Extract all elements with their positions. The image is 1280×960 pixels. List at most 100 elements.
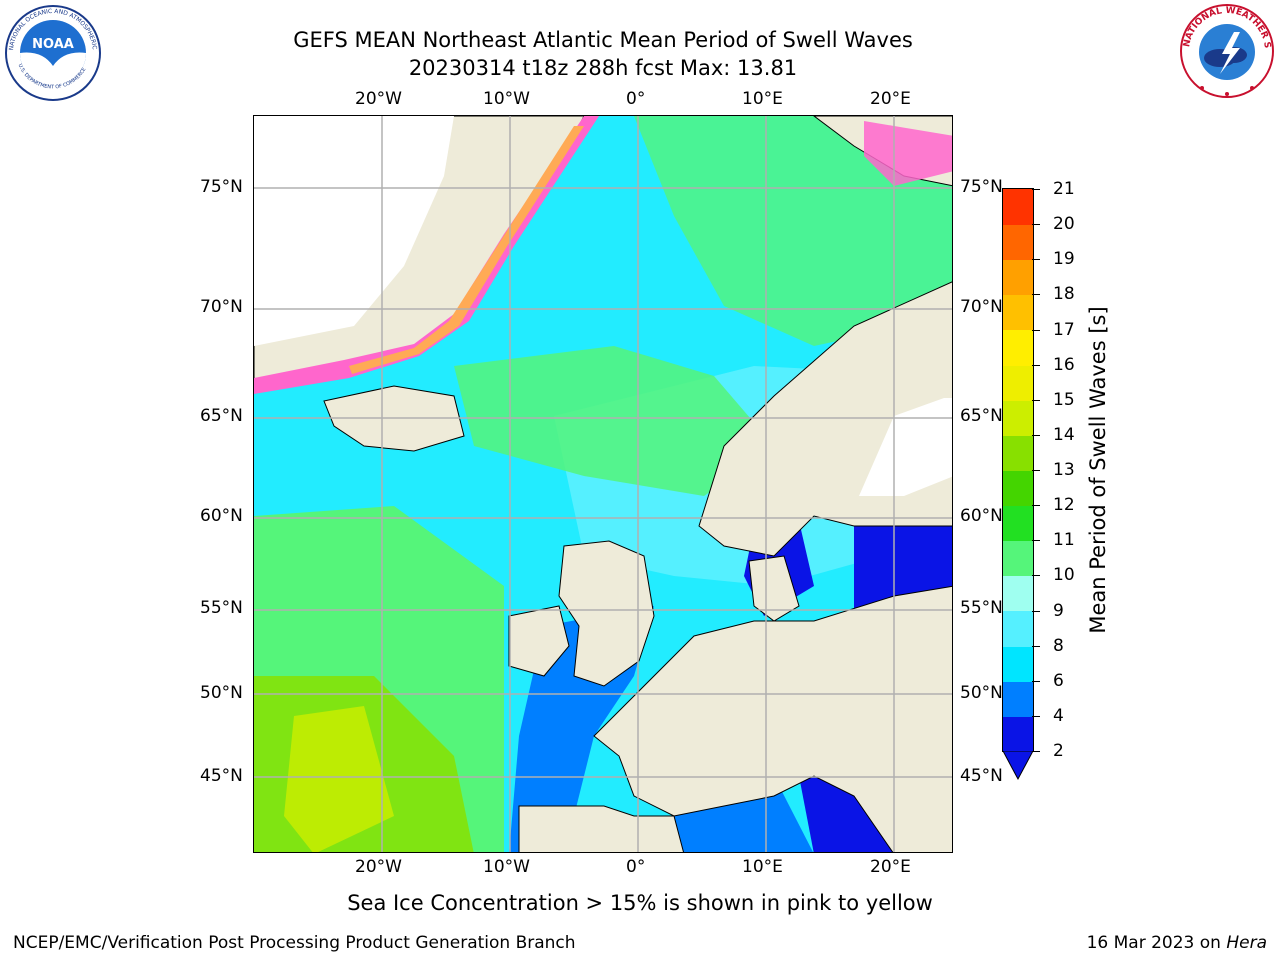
colorbar-tick-mark: [1032, 329, 1040, 331]
lat-label-right-45n: 45°N: [960, 766, 1003, 786]
colorbar-tick-mark: [1032, 399, 1040, 401]
colorbar-tick-label: 9: [1053, 600, 1064, 621]
lon-label-top-0: 0°: [626, 89, 646, 109]
ireland-land: [508, 605, 570, 677]
lon-label-bottom-0: 0°: [626, 857, 646, 877]
lat-label-right-65n: 65°N: [960, 406, 1003, 426]
swell-region-north: [634, 116, 952, 346]
colorbar-segment: [1003, 224, 1033, 261]
lon-label-bottom-10e: 10°E: [742, 857, 783, 877]
colorbar-tick-mark: [1032, 224, 1040, 226]
colorbar-tick-mark: [1032, 470, 1040, 471]
colorbar-segment: [1003, 470, 1033, 506]
colorbar-tick-mark: [1032, 434, 1040, 436]
colorbar-tick-mark: [1032, 751, 1040, 752]
colorbar-tick-mark: [1032, 680, 1040, 682]
colorbar-segment: [1003, 680, 1033, 717]
lat-label-left-60n: 60°N: [200, 506, 243, 526]
colorbar-tick-label: 10: [1053, 565, 1075, 586]
colorbar: [1002, 188, 1034, 752]
colorbar-tick-label: 21: [1053, 179, 1075, 199]
sea-ice-note: Sea Ice Concentration > 15% is shown in …: [347, 891, 933, 915]
lon-label-top-10w: 10°W: [483, 89, 530, 109]
colorbar-segment: [1003, 329, 1033, 366]
colorbar-tick-label: 17: [1053, 319, 1075, 340]
lat-label-left-75n: 75°N: [200, 177, 243, 197]
lat-label-right-70n: 70°N: [960, 297, 1003, 317]
colorbar-segment: [1003, 434, 1033, 471]
colorbar-segment: [1003, 540, 1033, 577]
graticule: [254, 116, 952, 852]
map-title: GEFS MEAN Northeast Atlantic Mean Period…: [293, 28, 913, 52]
lat-label-left-50n: 50°N: [200, 683, 243, 703]
colorbar-tick-label: 8: [1053, 635, 1064, 656]
lon-label-bottom-10w: 10°W: [483, 857, 530, 877]
greenland-icecap: [254, 116, 454, 346]
lat-label-left-55n: 55°N: [200, 598, 243, 618]
lat-label-left-65n: 65°N: [200, 406, 243, 426]
swell-region-central: [454, 346, 774, 496]
noaa-logo-text: NOAA: [32, 37, 74, 52]
lat-label-right-75n: 75°N: [960, 177, 1003, 197]
noaa-logo: NATIONAL OCEANIC AND ATMOSPHERIC ADMINIS…: [1, 0, 102, 102]
low-period-mediterranean: [674, 776, 813, 852]
lon-label-top-20e: 20°E: [870, 89, 911, 109]
colorbar-segment: [1003, 645, 1033, 682]
colorbar-under-arrow: [1003, 751, 1033, 781]
colorbar-segment: [1003, 610, 1033, 647]
colorbar-segment: [1003, 364, 1033, 401]
lat-label-left-45n: 45°N: [200, 766, 243, 786]
colorbar-tick-label: 6: [1053, 670, 1064, 691]
colorbar-tick-mark: [1032, 505, 1040, 507]
colorbar-tick-label: 11: [1053, 530, 1075, 551]
great-britain-land: [558, 540, 655, 687]
colorbar-segment: [1003, 575, 1033, 612]
colorbar-segment: [1003, 399, 1033, 436]
host-text: Hera: [1226, 933, 1267, 953]
swell-period-map: [254, 116, 952, 852]
credit-text: NCEP/EMC/Verification Post Processing Pr…: [13, 933, 576, 953]
colorbar-tick-mark: [1032, 575, 1040, 577]
colorbar-tick-label: 18: [1053, 284, 1075, 305]
lat-label-right-50n: 50°N: [960, 683, 1003, 703]
colorbar-segment: [1003, 294, 1033, 331]
colorbar-tick-mark: [1032, 294, 1040, 296]
map-subtitle: 20230314 t18z 288h fcst Max: 13.81: [408, 56, 798, 80]
colorbar-segment: [1003, 189, 1033, 225]
continental-europe-land: [593, 585, 952, 852]
colorbar-tick-mark: [1032, 610, 1040, 612]
colorbar-tick-mark: [1032, 259, 1040, 261]
colorbar-tick-mark: [1032, 364, 1040, 366]
colorbar-tick-mark: [1032, 540, 1040, 542]
colorbar-tick-label: 2: [1053, 741, 1064, 761]
colorbar-tick-mark: [1032, 189, 1040, 190]
iberia-land: [518, 805, 684, 852]
colorbar-segment: [1003, 715, 1033, 752]
colorbar-segment: [1003, 505, 1033, 542]
gulf-of-bothnia-ice: [859, 398, 952, 496]
lat-label-left-70n: 70°N: [200, 297, 243, 317]
colorbar-tick-label: 13: [1053, 460, 1075, 480]
lon-label-bottom-20w: 20°W: [355, 857, 402, 877]
map-panel: [253, 115, 953, 853]
colorbar-tick-mark: [1032, 715, 1040, 717]
lon-label-top-10e: 10°E: [742, 89, 783, 109]
colorbar-title: Mean Period of Swell Waves [s]: [1086, 306, 1110, 634]
nws-logo: NATIONAL WEATHER SERVICE: [1175, 0, 1276, 100]
date-stamp: 16 Mar 2023 on Hera: [1087, 933, 1267, 953]
colorbar-tick-mark: [1032, 645, 1040, 647]
colorbar-tick-label: 16: [1053, 354, 1075, 375]
lon-label-bottom-20e: 20°E: [870, 857, 911, 877]
lon-label-top-20w: 20°W: [355, 89, 402, 109]
denmark-land: [748, 555, 800, 622]
date-text: 16 Mar 2023 on: [1086, 933, 1227, 953]
colorbar-tick-label: 4: [1053, 705, 1064, 726]
colorbar-tick-label: 12: [1053, 495, 1075, 516]
colorbar-tick-label: 19: [1053, 249, 1075, 270]
colorbar-tick-label: 20: [1053, 214, 1075, 235]
colorbar-tick-label: 15: [1053, 389, 1075, 410]
lat-label-right-55n: 55°N: [960, 598, 1003, 618]
colorbar-segment: [1003, 259, 1033, 296]
colorbar-tick-label: 14: [1053, 424, 1075, 445]
lat-label-right-60n: 60°N: [960, 506, 1003, 526]
